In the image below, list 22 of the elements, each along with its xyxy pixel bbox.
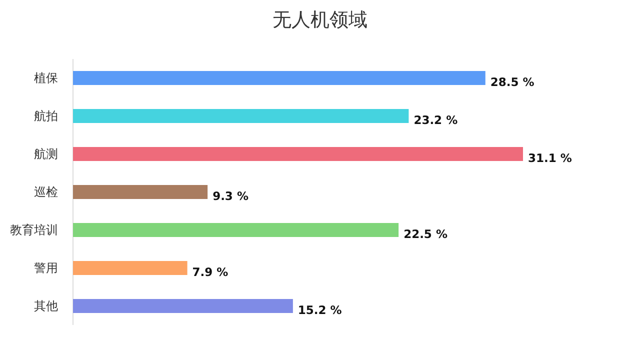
data-label: 22.5 % xyxy=(404,227,448,241)
y-tick-label: 巡检 xyxy=(34,185,58,199)
data-label: 7.9 % xyxy=(192,265,229,279)
bar xyxy=(73,223,399,237)
bar xyxy=(73,299,293,313)
y-tick-label: 航拍 xyxy=(34,109,58,123)
data-label: 31.1 % xyxy=(528,151,572,165)
bar xyxy=(73,71,486,85)
bar xyxy=(73,185,208,199)
bar xyxy=(73,147,523,161)
data-label: 9.3 % xyxy=(212,189,249,203)
y-tick-label: 警用 xyxy=(34,261,58,275)
data-label: 23.2 % xyxy=(414,113,458,127)
y-tick-label: 教育培训 xyxy=(10,223,58,237)
bar xyxy=(73,109,409,123)
y-tick-label: 植保 xyxy=(34,71,58,85)
y-tick-label: 航测 xyxy=(34,147,58,161)
data-label: 28.5 % xyxy=(490,75,535,89)
chart-title: 无人机领域 xyxy=(272,9,368,31)
bar xyxy=(73,261,188,275)
data-label: 15.2 % xyxy=(298,303,342,317)
y-tick-label: 其他 xyxy=(34,299,58,313)
